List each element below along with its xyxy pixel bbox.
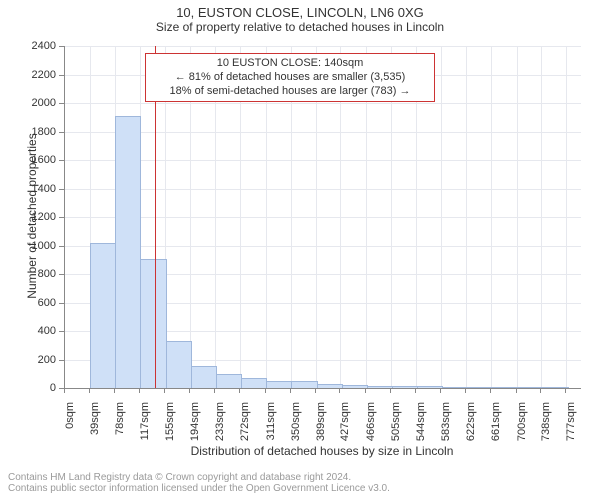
x-tick-label: 583sqm <box>440 402 452 450</box>
x-gridline <box>566 46 567 388</box>
callout-line-3: 18% of semi-detached houses are larger (… <box>152 85 428 99</box>
histogram-bar <box>241 378 267 388</box>
y-gridline <box>65 160 581 161</box>
y-gridline <box>65 46 581 47</box>
x-tick-mark <box>189 388 190 393</box>
chart-subtitle: Size of property relative to detached ho… <box>0 21 600 35</box>
x-tick-mark <box>64 388 65 393</box>
y-tick-label: 1000 <box>16 240 56 252</box>
histogram-bar <box>90 243 116 388</box>
x-tick-mark <box>239 388 240 393</box>
footer-line-2: Contains public sector information licen… <box>8 483 390 494</box>
y-tick-mark <box>59 360 64 361</box>
y-tick-label: 1200 <box>16 211 56 223</box>
x-tick-mark <box>315 388 316 393</box>
callout-box: 10 EUSTON CLOSE: 140sqm ← 81% of detache… <box>145 53 435 102</box>
histogram-bar <box>291 381 317 388</box>
x-tick-mark <box>516 388 517 393</box>
y-tick-label: 1400 <box>16 183 56 195</box>
callout-line-1: 10 EUSTON CLOSE: 140sqm <box>152 57 428 71</box>
x-tick-mark <box>415 388 416 393</box>
x-tick-label: 700sqm <box>516 402 528 450</box>
x-tick-label: 78sqm <box>114 402 126 450</box>
x-tick-mark <box>339 388 340 393</box>
y-gridline <box>65 246 581 247</box>
histogram-bar <box>266 381 292 388</box>
x-tick-mark <box>214 388 215 393</box>
chart-title: 10, EUSTON CLOSE, LINCOLN, LN6 0XG <box>0 0 600 21</box>
y-tick-label: 2400 <box>16 40 56 52</box>
y-gridline <box>65 189 581 190</box>
y-tick-label: 1800 <box>16 126 56 138</box>
y-gridline <box>65 132 581 133</box>
y-gridline <box>65 217 581 218</box>
histogram-bar <box>115 116 141 388</box>
x-tick-label: 0sqm <box>64 402 76 450</box>
x-tick-label: 738sqm <box>540 402 552 450</box>
y-tick-mark <box>59 160 64 161</box>
y-tick-label: 1600 <box>16 154 56 166</box>
y-tick-label: 600 <box>16 297 56 309</box>
y-tick-mark <box>59 189 64 190</box>
y-tick-mark <box>59 303 64 304</box>
x-gridline <box>517 46 518 388</box>
histogram-bar <box>216 374 242 388</box>
x-tick-label: 39sqm <box>89 402 101 450</box>
footer-line-1: Contains HM Land Registry data © Crown c… <box>8 472 390 483</box>
x-tick-mark <box>440 388 441 393</box>
x-tick-label: 117sqm <box>139 402 151 450</box>
y-gridline <box>65 103 581 104</box>
x-tick-label: 661sqm <box>490 402 502 450</box>
y-tick-mark <box>59 217 64 218</box>
x-tick-mark <box>114 388 115 393</box>
y-tick-label: 200 <box>16 354 56 366</box>
x-gridline <box>541 46 542 388</box>
x-tick-mark <box>164 388 165 393</box>
y-tick-mark <box>59 246 64 247</box>
histogram-bar <box>191 366 217 388</box>
y-tick-label: 2200 <box>16 69 56 81</box>
x-tick-label: 544sqm <box>415 402 427 450</box>
x-tick-mark <box>390 388 391 393</box>
x-tick-label: 155sqm <box>164 402 176 450</box>
x-tick-mark <box>490 388 491 393</box>
y-tick-label: 400 <box>16 325 56 337</box>
y-tick-mark <box>59 132 64 133</box>
x-tick-label: 505sqm <box>390 402 402 450</box>
x-tick-mark <box>465 388 466 393</box>
x-tick-label: 427sqm <box>339 402 351 450</box>
x-tick-label: 350sqm <box>290 402 302 450</box>
x-tick-label: 194sqm <box>189 402 201 450</box>
y-tick-mark <box>59 274 64 275</box>
y-tick-label: 800 <box>16 268 56 280</box>
x-tick-mark <box>139 388 140 393</box>
x-tick-label: 466sqm <box>365 402 377 450</box>
histogram-bar <box>166 341 192 388</box>
callout-line-2: ← 81% of detached houses are smaller (3,… <box>152 71 428 85</box>
x-tick-mark <box>89 388 90 393</box>
x-tick-label: 272sqm <box>239 402 251 450</box>
x-tick-mark <box>565 388 566 393</box>
footer-attribution: Contains HM Land Registry data © Crown c… <box>8 472 390 494</box>
chart-container: 10, EUSTON CLOSE, LINCOLN, LN6 0XG Size … <box>0 0 600 500</box>
y-tick-mark <box>59 75 64 76</box>
histogram-bar <box>140 259 166 388</box>
x-tick-label: 389sqm <box>315 402 327 450</box>
x-gridline <box>441 46 442 388</box>
y-tick-label: 2000 <box>16 97 56 109</box>
y-tick-mark <box>59 103 64 104</box>
x-tick-mark <box>365 388 366 393</box>
x-tick-label: 311sqm <box>265 402 277 450</box>
x-tick-mark <box>290 388 291 393</box>
x-tick-mark <box>540 388 541 393</box>
x-tick-label: 777sqm <box>565 402 577 450</box>
x-gridline <box>491 46 492 388</box>
y-tick-mark <box>59 46 64 47</box>
x-tick-label: 233sqm <box>214 402 226 450</box>
y-tick-mark <box>59 331 64 332</box>
x-tick-label: 622sqm <box>465 402 477 450</box>
y-tick-label: 0 <box>16 382 56 394</box>
x-gridline <box>466 46 467 388</box>
x-tick-mark <box>265 388 266 393</box>
